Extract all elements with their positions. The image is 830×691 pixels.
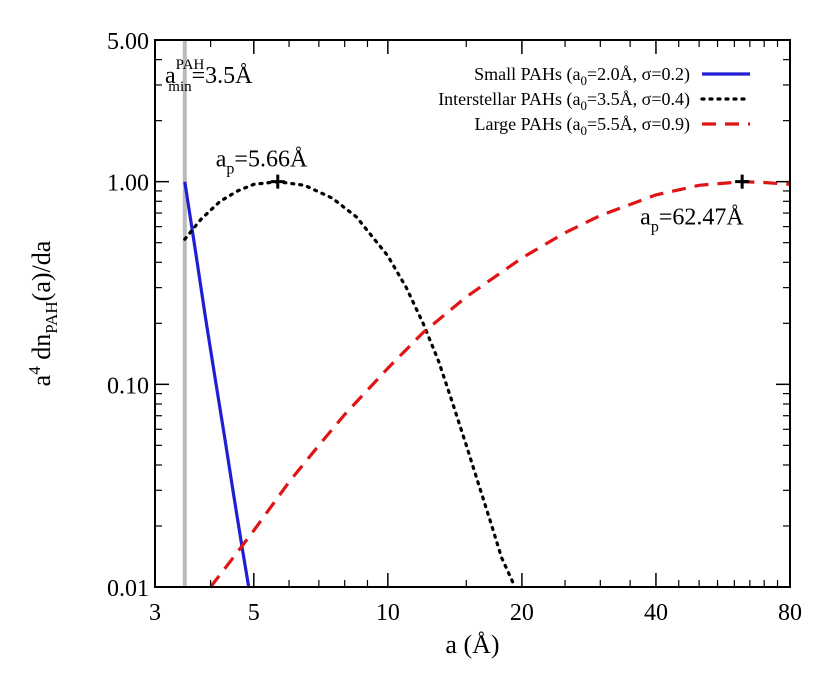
peak-marker-0	[270, 174, 285, 189]
plot-frame	[154, 39, 791, 588]
chart-text: 3 5 10 20 40 80 0.01 0.10 1.00 5.00 a (Å) a4 dnPAH(…	[25, 29, 802, 659]
x-tick-label: 20	[510, 600, 534, 626]
peak-label-0: ap=5.66Å	[216, 147, 308, 178]
x-tick-label: 80	[778, 600, 802, 626]
peak-label-1: ap=62.47Å	[640, 205, 744, 236]
legend-label-2: Large PAHs (a0=5.5Å, σ=0.9)	[475, 114, 691, 138]
y-tick-label: 5.00	[107, 29, 149, 55]
axis-ticks	[154, 39, 791, 588]
x-axis-title: a (Å)	[445, 630, 499, 659]
x-tick-label: 40	[644, 600, 668, 626]
legend: Small PAHs (a0=2.0Å, σ=0.2)Interstellar …	[438, 64, 752, 138]
y-axis-title: a4 dnPAH(a)/da	[25, 240, 61, 386]
x-tick-label: 5	[248, 600, 260, 626]
legend-label-1: Interstellar PAHs (a0=3.5Å, σ=0.4)	[438, 89, 690, 113]
series-line-1	[183, 180, 517, 587]
series-line-0	[183, 181, 251, 587]
x-tick-label: 3	[149, 600, 161, 626]
amin-label: aPAH min=3.5Å	[165, 57, 253, 95]
peak-marker-1	[735, 174, 750, 189]
y-tick-label: 1.00	[107, 171, 149, 197]
y-tick-label: 0.10	[107, 373, 149, 399]
data-lines	[182, 40, 790, 587]
x-tick-label: 10	[376, 600, 400, 626]
legend-label-0: Small PAHs (a0=2.0Å, σ=0.2)	[474, 64, 690, 88]
y-tick-label: 0.01	[107, 576, 149, 602]
series-line-2	[209, 180, 790, 587]
